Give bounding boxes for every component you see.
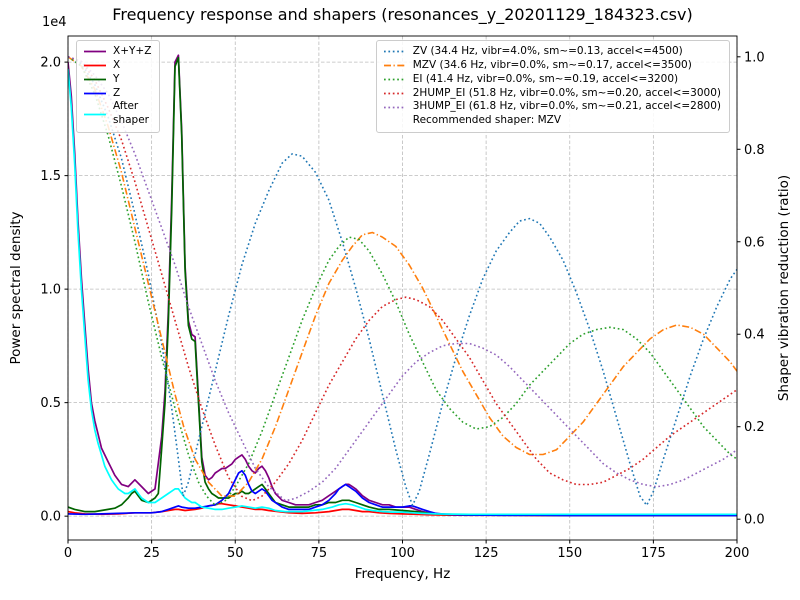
x-tick-label: 50 [227, 546, 244, 561]
legend-entry-recommended-shaper: Recommended shaper: MZV [383, 114, 721, 128]
legend-entry-3hump_ei: 3HUMP_EI (61.8 Hz, vibr=0.0%, sm~=0.21, … [383, 100, 721, 114]
legend-entry-z: Z [83, 87, 151, 101]
x-tick-label: 125 [474, 546, 499, 561]
shaper-series-ei [68, 56, 737, 507]
legend-line-swatch [84, 64, 106, 67]
x-tick-label: 150 [557, 546, 582, 561]
legend-line-swatch [383, 106, 406, 109]
y-tick-label-left: 1.5 [40, 169, 61, 184]
x-tick-label: 175 [641, 546, 666, 561]
legend-entry-x+y+z: X+Y+Z [83, 45, 151, 59]
y-tick-label-right: 0.8 [744, 143, 765, 158]
y-axis-label-left: Power spectral density [8, 211, 24, 365]
legend-label-x: X [113, 58, 121, 71]
psd-series-z [68, 469, 737, 517]
y-tick-label-right: 0.6 [744, 235, 765, 250]
legend-label-y: Y [113, 72, 120, 85]
shaper-series-mzv [68, 56, 737, 497]
chart-title: Frequency response and shapers (resonanc… [112, 5, 693, 24]
x-tick-label: 100 [390, 546, 415, 561]
legend-label-ei: EI (41.4 Hz, vibr=0.0%, sm~=0.19, accel<… [412, 72, 679, 85]
y-axis-offset-label: 1e4 [42, 15, 67, 30]
legend-entry-y: Y [83, 73, 151, 87]
legend-label-recommended-shaper: Recommended shaper: MZV [412, 114, 562, 127]
y-tick-label-left: 0.5 [40, 396, 61, 411]
x-axis-label: Frequency, Hz [354, 566, 451, 582]
shaper-series-zv [68, 56, 737, 507]
shaper-series-2hump_ei [68, 56, 737, 502]
y-tick-label-right: 1.0 [744, 50, 765, 65]
legend-line-swatch [383, 51, 406, 53]
legend-entry-ei: EI (41.4 Hz, vibr=0.0%, sm~=0.19, accel<… [383, 73, 721, 87]
legend-line-swatch [383, 78, 406, 81]
x-tick-label: 200 [725, 546, 750, 561]
legend-line-swatch [84, 51, 106, 53]
legend-entry-x: X [83, 59, 151, 73]
y-tick-label-right: 0.2 [744, 420, 765, 435]
legend-line-swatch [84, 113, 106, 116]
y-tick-label-left: 0.0 [40, 510, 61, 525]
legend-entry-after-shaper: After shaper [83, 100, 151, 128]
legend-entry-zv: ZV (34.4 Hz, vibr=4.0%, sm~=0.13, accel<… [383, 45, 721, 59]
y-axis-label-right: Shaper vibration reduction (ratio) [776, 174, 792, 402]
legend-label-after-shaper: After shaper [113, 100, 150, 127]
legend-line-swatch [84, 78, 106, 81]
legend-entry-2hump_ei: 2HUMP_EI (51.8 Hz, vibr=0.0%, sm~=0.20, … [383, 87, 721, 101]
legend-psd: X+Y+Z X Y Z After shaper [76, 40, 161, 134]
y-tick-label-right: 0.4 [744, 328, 765, 343]
series-layer [68, 54, 737, 517]
legend-line-swatch [383, 92, 406, 95]
tick-labels: 0 25 50 75 100 125 150 175 200 0.0 0.5 1.0 1.5 2.0 0.0… [40, 50, 764, 561]
y-tick-label-left: 1.0 [40, 283, 61, 298]
legend-line-swatch [383, 64, 406, 67]
legend-label-x+y+z: X+Y+Z [113, 45, 152, 57]
x-tick-label: 25 [143, 546, 160, 561]
x-tick-label: 75 [311, 546, 328, 561]
legend-label-3hump_ei: 3HUMP_EI (61.8 Hz, vibr=0.0%, sm~=0.21, … [412, 100, 721, 113]
y-tick-label-left: 2.0 [40, 56, 61, 71]
legend-label-zv: ZV (34.4 Hz, vibr=4.0%, sm~=0.13, accel<… [412, 45, 683, 57]
psd-series-after-shaper [68, 68, 737, 516]
psd-series-x [68, 502, 737, 517]
x-tick-label: 0 [64, 546, 72, 561]
legend-shapers: ZV (34.4 Hz, vibr=4.0%, sm~=0.13, accel<… [375, 40, 730, 134]
legend-line-swatch [84, 92, 106, 95]
legend-entry-mzv: MZV (34.6 Hz, vibr=0.0%, sm~=0.17, accel… [383, 59, 721, 73]
legend-swatch-spacer [383, 116, 407, 127]
legend-label-z: Z [113, 86, 121, 99]
legend-label-mzv: MZV (34.6 Hz, vibr=0.0%, sm~=0.17, accel… [412, 58, 692, 71]
y-tick-label-right: 0.0 [744, 513, 765, 528]
legend-label-2hump_ei: 2HUMP_EI (51.8 Hz, vibr=0.0%, sm~=0.20, … [412, 86, 721, 99]
